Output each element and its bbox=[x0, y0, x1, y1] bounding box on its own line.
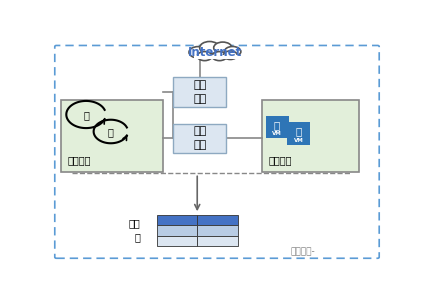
Bar bbox=[157, 225, 197, 235]
Bar bbox=[173, 77, 226, 107]
Ellipse shape bbox=[197, 51, 212, 61]
Text: 🛒: 🛒 bbox=[108, 128, 114, 138]
Bar bbox=[157, 215, 197, 225]
Bar bbox=[173, 123, 226, 153]
Ellipse shape bbox=[189, 46, 207, 58]
Text: 🛒: 🛒 bbox=[83, 111, 89, 121]
Bar bbox=[287, 122, 310, 145]
Text: 后端子网: 后端子网 bbox=[269, 156, 292, 166]
Bar bbox=[197, 225, 238, 235]
Text: 🖥: 🖥 bbox=[274, 120, 280, 130]
Bar bbox=[194, 55, 238, 59]
Text: 系统
路由: 系统 路由 bbox=[193, 126, 206, 150]
Bar bbox=[197, 215, 238, 225]
Ellipse shape bbox=[224, 51, 237, 59]
Bar bbox=[61, 100, 164, 172]
Bar bbox=[262, 100, 360, 172]
Text: 虚拟网络-: 虚拟网络- bbox=[290, 247, 315, 256]
Text: 系统
路由: 系统 路由 bbox=[193, 80, 206, 104]
Ellipse shape bbox=[224, 46, 241, 57]
Text: 路由
表: 路由 表 bbox=[129, 218, 140, 243]
Bar bbox=[197, 235, 238, 246]
Ellipse shape bbox=[212, 51, 227, 61]
Bar bbox=[157, 235, 197, 246]
Text: VM: VM bbox=[294, 138, 303, 143]
Ellipse shape bbox=[200, 41, 219, 54]
Bar bbox=[266, 116, 289, 138]
Text: VM: VM bbox=[272, 131, 282, 136]
Text: 前端子网: 前端子网 bbox=[68, 156, 91, 166]
Text: Internet: Internet bbox=[187, 46, 242, 59]
Text: 🖥: 🖥 bbox=[295, 126, 302, 136]
Ellipse shape bbox=[214, 42, 232, 54]
